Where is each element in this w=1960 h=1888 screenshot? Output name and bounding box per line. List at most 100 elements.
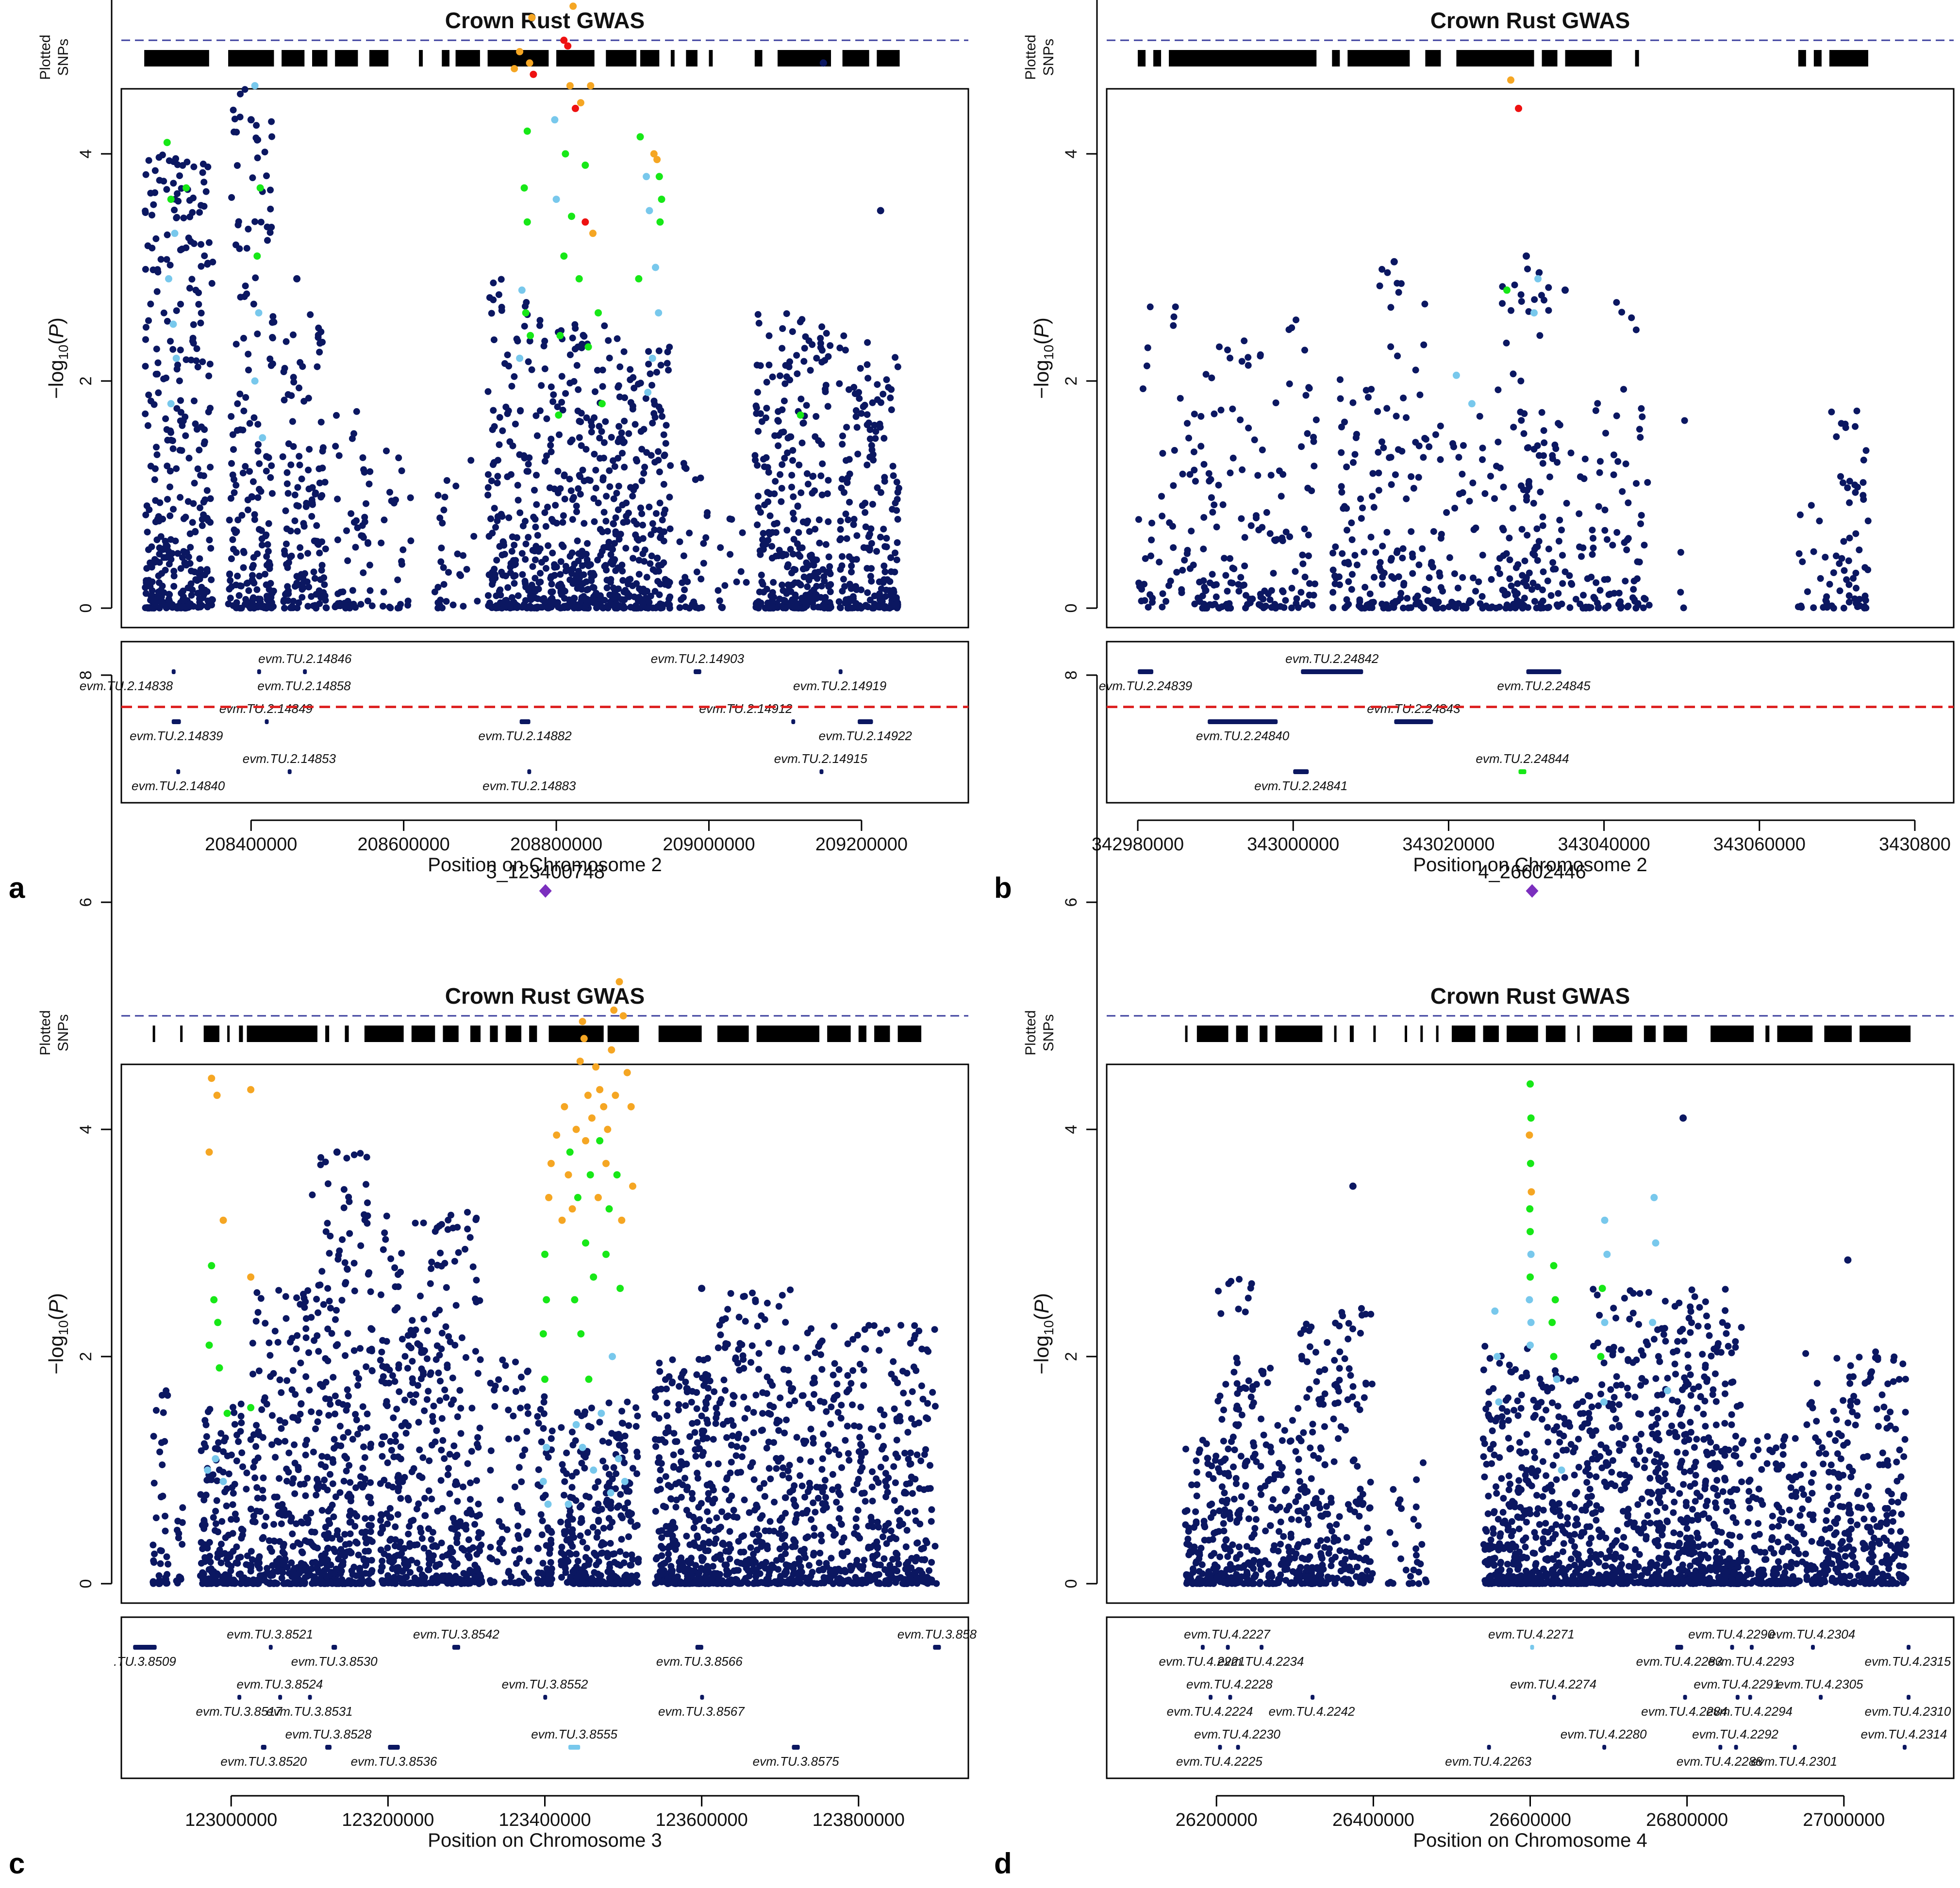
rug-segment — [247, 1026, 317, 1042]
snp-point — [588, 1405, 595, 1411]
snp-point — [163, 605, 170, 612]
snp-point — [324, 1285, 331, 1292]
snp-point — [1392, 600, 1398, 607]
snp-point — [1549, 559, 1556, 566]
snp-point — [497, 1496, 504, 1503]
snp-point — [843, 424, 850, 431]
snp-point — [1617, 605, 1624, 612]
y-tick-label: 4 — [77, 149, 95, 159]
y-label-part: ( — [1030, 338, 1053, 345]
snp-point — [539, 604, 546, 611]
snp-point — [256, 526, 263, 533]
snp-point — [151, 1551, 158, 1557]
snp-point — [420, 1316, 427, 1323]
snp-point — [166, 598, 173, 605]
ld-snp-point — [655, 309, 662, 316]
snp-point — [535, 586, 542, 593]
snp-point — [313, 522, 320, 529]
snp-point — [228, 413, 234, 420]
snp-point — [241, 549, 248, 556]
snp-point — [392, 1378, 399, 1385]
snp-point — [621, 418, 628, 425]
snp-point — [637, 505, 644, 512]
snp-point — [1558, 527, 1565, 533]
snp-point — [435, 1370, 442, 1376]
snp-point — [805, 591, 812, 598]
snp-point — [664, 578, 671, 584]
snp-point — [1213, 581, 1220, 588]
snp-point — [276, 1558, 282, 1565]
snp-point — [212, 1508, 219, 1515]
snp-point — [245, 587, 252, 594]
snp-point — [259, 542, 266, 548]
snp-point — [566, 1536, 573, 1542]
ld-snp-point — [516, 48, 523, 55]
snp-point — [206, 1406, 213, 1413]
snp-point — [563, 1470, 570, 1477]
snp-point — [167, 468, 174, 475]
snp-point — [233, 129, 240, 135]
snp-point — [438, 1540, 445, 1546]
snp-point — [1399, 555, 1406, 562]
snp-point — [515, 1580, 522, 1587]
snp-point — [1421, 300, 1428, 307]
snp-point — [263, 453, 270, 460]
snp-point — [283, 526, 290, 532]
snp-point — [487, 1544, 494, 1551]
snp-point — [512, 1484, 518, 1491]
snp-point — [445, 1574, 452, 1581]
snp-point — [439, 605, 446, 612]
x-tick-label: 209000000 — [663, 834, 755, 855]
snp-point — [575, 386, 581, 393]
snp-point — [569, 334, 576, 341]
rug-segment — [1814, 50, 1822, 66]
snp-point — [240, 1527, 247, 1534]
snp-point — [1534, 557, 1541, 564]
snp-point — [149, 560, 155, 566]
snp-point — [650, 410, 657, 417]
snp-point — [367, 1288, 374, 1295]
snp-point — [880, 579, 887, 586]
snp-point — [147, 300, 154, 307]
snp-point — [290, 379, 297, 385]
snp-point — [190, 164, 197, 170]
snp-point — [484, 492, 491, 498]
snp-point — [517, 408, 524, 414]
snp-point — [405, 1423, 412, 1429]
snp-point — [836, 598, 843, 605]
rug-segment — [456, 50, 480, 66]
snp-point — [1471, 526, 1478, 533]
snp-point — [588, 429, 595, 435]
rug-segment — [1153, 50, 1161, 66]
snp-point — [153, 1514, 160, 1521]
snp-point — [508, 383, 515, 390]
snp-point — [490, 578, 497, 585]
snp-point — [419, 1454, 426, 1461]
snp-point — [636, 557, 643, 563]
snp-point — [1479, 445, 1486, 451]
snp-point — [304, 1475, 311, 1482]
snp-point — [176, 378, 183, 384]
snp-point — [390, 1414, 397, 1421]
snp-point — [1852, 423, 1859, 430]
snp-point — [279, 1568, 285, 1574]
snp-point — [757, 509, 764, 516]
snp-point — [334, 1527, 341, 1534]
snp-point — [289, 418, 296, 425]
snp-point — [1245, 362, 1252, 369]
snp-point — [145, 547, 152, 553]
snp-point — [1500, 484, 1507, 491]
snp-point — [433, 1427, 440, 1434]
snp-point — [278, 1389, 284, 1396]
snp-point — [525, 358, 532, 365]
snp-point — [369, 1368, 376, 1375]
snp-point — [1828, 409, 1835, 415]
rug-segment — [228, 50, 274, 66]
snp-point — [854, 605, 861, 612]
snp-point — [872, 435, 879, 442]
snp-point — [180, 603, 186, 610]
snp-point — [837, 604, 844, 611]
snp-point — [310, 1449, 317, 1456]
snp-point — [1171, 447, 1178, 454]
